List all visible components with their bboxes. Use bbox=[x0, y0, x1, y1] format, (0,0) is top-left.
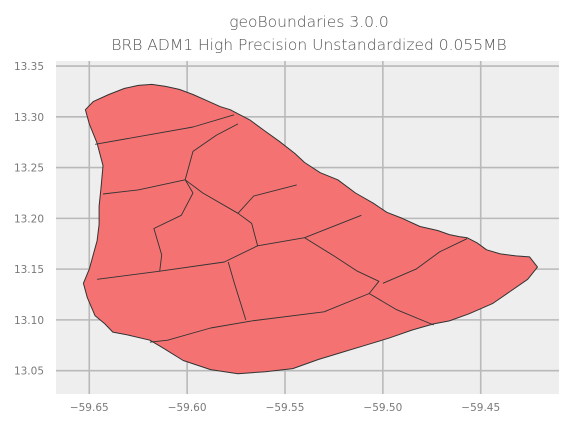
y-tick-label: 13.05 bbox=[14, 366, 44, 378]
parish-boundary bbox=[149, 320, 252, 343]
parish-boundary bbox=[251, 293, 370, 322]
tick-labels: −59.65 −59.60 −59.55 −59.50 −59.45 13.05 13.10… bbox=[14, 61, 500, 414]
parish-boundary bbox=[368, 293, 434, 326]
parish-boundary bbox=[227, 261, 247, 321]
parish-boundary bbox=[304, 237, 380, 294]
parish-boundary bbox=[237, 212, 259, 246]
x-tick-label: −59.45 bbox=[461, 402, 500, 414]
y-tick-label: 13.10 bbox=[14, 315, 44, 327]
country-shape bbox=[82, 83, 538, 375]
island-outline bbox=[82, 83, 538, 375]
y-tick-label: 13.35 bbox=[14, 61, 44, 73]
parish-boundary bbox=[97, 214, 362, 280]
title-line-1: geoBoundaries 3.0.0 bbox=[229, 13, 389, 31]
y-tick-label: 13.20 bbox=[14, 213, 44, 225]
x-tick-label: −59.55 bbox=[266, 402, 305, 414]
parish-boundary bbox=[95, 114, 235, 145]
x-tick-label: −59.50 bbox=[363, 402, 402, 414]
x-tick-label: −59.60 bbox=[168, 402, 207, 414]
y-tick-label: 13.15 bbox=[14, 264, 44, 276]
y-tick-label: 13.25 bbox=[14, 163, 44, 175]
title-line-2: BRB ADM1 High Precision Unstandardized 0… bbox=[111, 36, 506, 54]
parish-boundary bbox=[184, 123, 239, 194]
admin-boundaries bbox=[95, 114, 468, 343]
x-tick-label: −59.65 bbox=[70, 402, 109, 414]
parish-boundary bbox=[382, 238, 468, 284]
y-tick-label: 13.30 bbox=[14, 112, 44, 124]
parish-boundary bbox=[102, 179, 186, 195]
parish-boundary bbox=[153, 192, 194, 272]
